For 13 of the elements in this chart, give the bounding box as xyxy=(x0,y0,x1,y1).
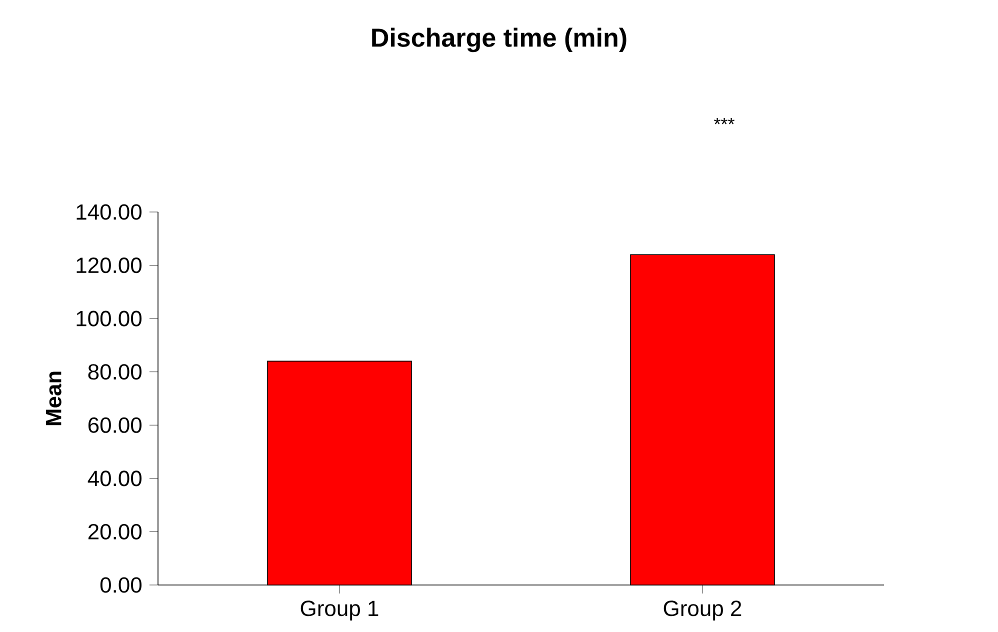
x-tick-label: Group 1 xyxy=(300,600,378,620)
y-axis-title: Mean xyxy=(46,372,62,426)
y-tick-label: 60.00 xyxy=(88,417,142,433)
chart-title: Discharge time (min) xyxy=(372,28,626,52)
y-tick-label: 40.00 xyxy=(88,470,142,486)
x-tick-label: Group 2 xyxy=(664,600,742,620)
y-tick-label: 140.00 xyxy=(76,204,142,220)
y-tick-label: 20.00 xyxy=(88,524,142,540)
text: *** xyxy=(714,118,734,124)
y-tick-label: 120.00 xyxy=(76,258,142,274)
y-tick-label: 100.00 xyxy=(76,310,142,326)
y-tick-label: 0.00 xyxy=(100,577,142,593)
y-tick-label: 80.00 xyxy=(88,364,142,380)
